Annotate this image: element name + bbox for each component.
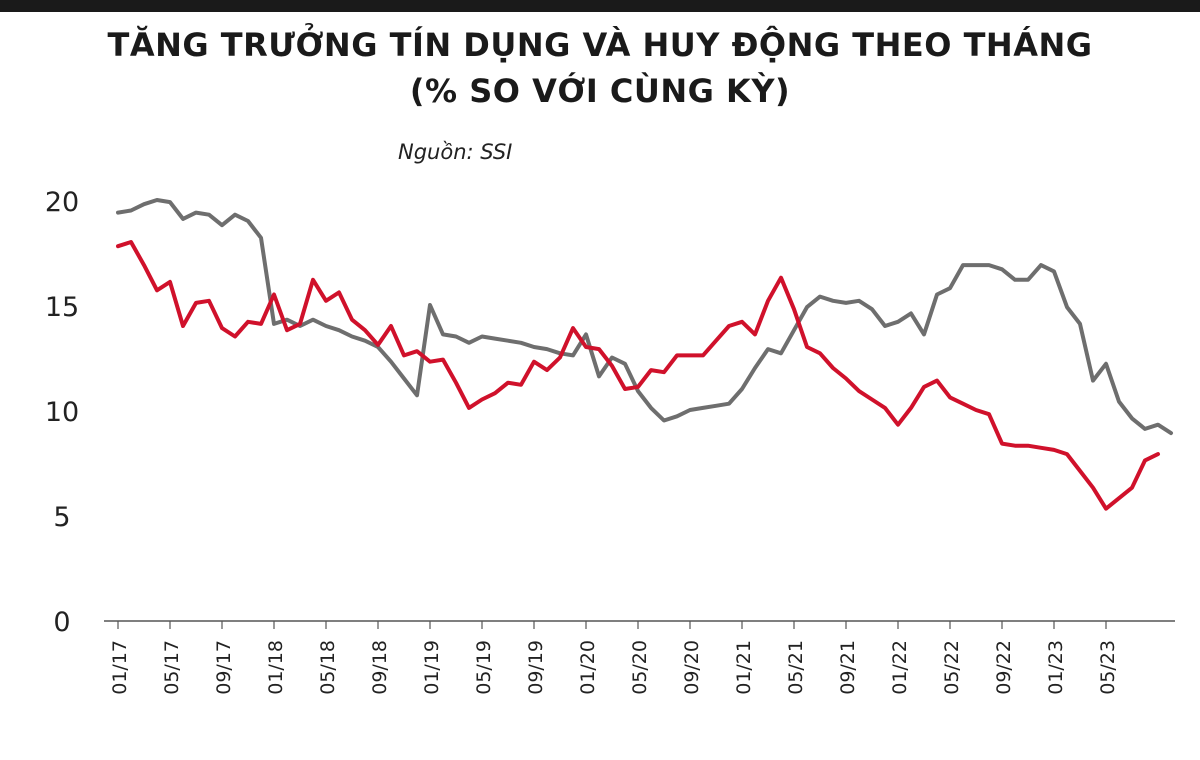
x-tick-label: 01/23 bbox=[1045, 640, 1067, 695]
tick-labels: 01/17 05/17 09/17 01/18 05/18 09/18 01/19 05/19… bbox=[45, 187, 1119, 695]
chart-title: TĂNG TRƯỞNG TÍN DỤNG VÀ HUY ĐỘNG THEO TH… bbox=[107, 26, 1093, 64]
y-tick-label: 20 bbox=[45, 187, 79, 218]
series-line-2 bbox=[116, 240, 1160, 511]
x-tick-label: 01/19 bbox=[421, 640, 443, 695]
chart-subtitle: (% SO VỚI CÙNG KỲ) bbox=[409, 72, 791, 110]
series-layer bbox=[116, 198, 1173, 511]
x-tick-label: 01/22 bbox=[889, 640, 911, 695]
x-tick-label: 09/17 bbox=[213, 640, 235, 695]
top-rule bbox=[0, 0, 1200, 12]
chart-source: Nguồn: SSI bbox=[398, 140, 513, 164]
x-tick-label: 05/22 bbox=[941, 640, 963, 695]
x-tick-label: 09/20 bbox=[681, 640, 703, 695]
x-tick-label: 01/20 bbox=[577, 640, 599, 695]
series-line-1 bbox=[116, 198, 1173, 436]
x-tick-label: 09/21 bbox=[837, 640, 859, 695]
x-tick-label: 05/23 bbox=[1097, 640, 1119, 695]
y-tick-label: 15 bbox=[45, 292, 79, 323]
y-tick-label: 10 bbox=[45, 397, 79, 428]
x-tick-label: 01/17 bbox=[109, 640, 131, 695]
x-tick-label: 09/19 bbox=[525, 640, 547, 695]
x-tick-label: 05/19 bbox=[473, 640, 495, 695]
x-tick-label: 05/18 bbox=[317, 640, 339, 695]
x-tick-label: 01/21 bbox=[733, 640, 755, 695]
chart-title-block: TĂNG TRƯỞNG TÍN DỤNG VÀ HUY ĐỘNG THEO TH… bbox=[0, 22, 1200, 114]
x-tick-label: 05/17 bbox=[161, 640, 183, 695]
axes bbox=[104, 620, 1175, 629]
x-tick-label: 01/18 bbox=[265, 640, 287, 695]
x-tick-label: 09/22 bbox=[993, 640, 1015, 695]
x-tick-label: 09/18 bbox=[369, 640, 391, 695]
x-tick-label: 05/21 bbox=[785, 640, 807, 695]
y-tick-label: 5 bbox=[53, 502, 70, 533]
x-tick-label: 05/20 bbox=[629, 640, 651, 695]
y-tick-label: 0 bbox=[53, 607, 70, 638]
